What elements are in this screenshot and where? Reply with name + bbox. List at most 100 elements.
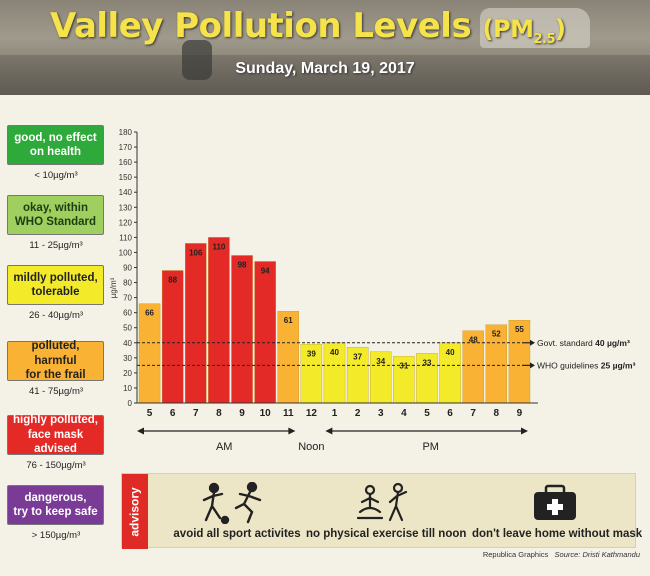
data-label: 34 xyxy=(376,357,385,366)
data-label: 88 xyxy=(168,276,177,285)
y-tick-label: 70 xyxy=(123,294,132,303)
y-tick-label: 50 xyxy=(123,324,132,333)
bar xyxy=(138,303,161,404)
pm25-bar-chart: 0102030405060708090100110120130140150160… xyxy=(110,128,636,453)
reference-arrowhead xyxy=(530,362,535,369)
bar xyxy=(254,261,276,404)
legend-swatch: highly polluted, face mask advised xyxy=(7,414,104,456)
title-main: Valley Pollution Levels xyxy=(50,6,472,46)
legend-range: 11 - 25µg/m³ xyxy=(29,240,83,251)
y-tick-label: 10 xyxy=(123,384,132,393)
bar xyxy=(231,255,253,404)
advisory-label-sports: avoid all sport activites xyxy=(173,528,301,540)
legend-swatch: polluted, harmful for the frail xyxy=(7,340,104,382)
exercise-icon xyxy=(356,482,408,522)
y-tick-label: 100 xyxy=(119,248,133,257)
data-label: 52 xyxy=(492,330,501,339)
data-label: 37 xyxy=(353,352,362,361)
data-label: 48 xyxy=(469,336,478,345)
x-tick-label: 2 xyxy=(355,408,361,419)
legend-swatch: dangerous, try to keep safe xyxy=(7,485,104,525)
period-label-noon: Noon xyxy=(298,441,324,453)
bar xyxy=(161,270,184,404)
reference-label: Govt. standard 40 µg/m³ xyxy=(537,338,630,348)
legend-label: polluted, harmful for the frail xyxy=(25,340,86,382)
advisory-label-exercise: no physical exercise till noon xyxy=(306,528,467,540)
data-label: 40 xyxy=(446,348,455,357)
credit-line: Republica Graphics Source: Dristi Kathma… xyxy=(482,550,640,559)
data-label: 66 xyxy=(145,309,154,318)
legend-range: 41 - 75µg/m³ xyxy=(28,386,84,397)
y-tick-label: 80 xyxy=(123,279,132,288)
period-label-am: AM xyxy=(216,441,233,453)
data-label: 55 xyxy=(515,325,524,334)
y-tick-label: 150 xyxy=(119,173,133,182)
advisory-label-mask: don't leave home without mask xyxy=(472,528,643,540)
x-tick-label: 5 xyxy=(147,408,153,419)
legend-range: < 10µg/m³ xyxy=(34,170,78,181)
y-tick-label: 30 xyxy=(123,354,132,363)
data-label: 94 xyxy=(261,266,270,275)
legend-swatch: good, no effect on health xyxy=(7,125,104,165)
title-pm: (PM2.5) xyxy=(482,15,566,47)
data-label: 61 xyxy=(284,316,293,325)
y-tick-label: 90 xyxy=(123,264,132,273)
page-title: Valley Pollution Levels (PM2.5) xyxy=(50,6,566,47)
x-tick-label: 9 xyxy=(517,408,523,419)
y-tick-label: 140 xyxy=(119,188,133,197)
y-tick-label: 130 xyxy=(119,203,133,212)
x-tick-label: 8 xyxy=(494,408,500,419)
period-label-pm: PM xyxy=(422,441,439,453)
first-aid-icon xyxy=(534,484,576,520)
y-tick-label: 180 xyxy=(119,128,133,137)
header-photo-car xyxy=(480,8,590,48)
y-tick-label: 110 xyxy=(119,233,132,242)
legend-range: > 150µg/m³ xyxy=(31,530,81,541)
x-tick-label: 7 xyxy=(470,408,476,419)
y-tick-label: 40 xyxy=(123,339,132,348)
legend-swatch: okay, within WHO Standard xyxy=(7,195,104,235)
legend-label: good, no effect on health xyxy=(14,131,97,158)
x-tick-label: 4 xyxy=(401,408,407,419)
header-photo-motorbike xyxy=(182,40,212,80)
data-label: 106 xyxy=(189,248,203,257)
y-tick-label: 60 xyxy=(123,309,132,318)
page-date: Sunday, March 19, 2017 xyxy=(235,60,415,77)
x-tick-label: 9 xyxy=(239,408,245,419)
am-arrowhead xyxy=(288,427,296,435)
x-tick-label: 1 xyxy=(332,408,338,419)
x-tick-label: 5 xyxy=(424,408,430,419)
legend-range: 76 - 150µg/m³ xyxy=(26,460,86,471)
x-tick-label: 11 xyxy=(283,408,294,419)
sports-icon xyxy=(202,482,262,524)
x-tick-label: 10 xyxy=(260,408,272,419)
y-axis-label: µg/m³ xyxy=(110,277,118,298)
y-tick-label: 0 xyxy=(128,399,133,408)
legend-label: mildly polluted, tolerable xyxy=(13,271,98,298)
legend-label: highly polluted, face mask advised xyxy=(13,414,98,456)
x-tick-label: 6 xyxy=(170,408,176,419)
bar xyxy=(208,237,230,404)
advisory-panel: advisory avoid all sport activites no ph… xyxy=(121,473,643,549)
x-tick-label: 12 xyxy=(306,408,318,419)
legend-label: dangerous, try to keep safe xyxy=(13,491,98,518)
legend-range: 26 - 40µg/m³ xyxy=(28,310,84,321)
header-photo-road xyxy=(0,55,650,95)
legend-swatch: mildly polluted, tolerable xyxy=(7,265,104,305)
reference-arrowhead xyxy=(530,339,535,346)
data-label: 33 xyxy=(423,358,432,367)
reference-label: WHO guidelines 25 µg/m³ xyxy=(537,360,636,370)
y-tick-label: 20 xyxy=(123,369,132,378)
data-label: 40 xyxy=(330,348,339,357)
legend-label: okay, within WHO Standard xyxy=(14,201,97,228)
data-label: 39 xyxy=(307,349,316,358)
header-banner: Valley Pollution Levels (PM2.5) Sunday, … xyxy=(0,0,650,95)
x-tick-label: 3 xyxy=(378,408,384,419)
pm-arrowhead xyxy=(521,427,528,435)
y-tick-label: 170 xyxy=(119,143,133,152)
y-tick-label: 120 xyxy=(119,218,133,227)
data-label: 98 xyxy=(238,260,247,269)
advisory-tab: advisory xyxy=(122,474,148,549)
data-label: 110 xyxy=(212,242,225,251)
x-tick-label: 7 xyxy=(193,408,199,419)
